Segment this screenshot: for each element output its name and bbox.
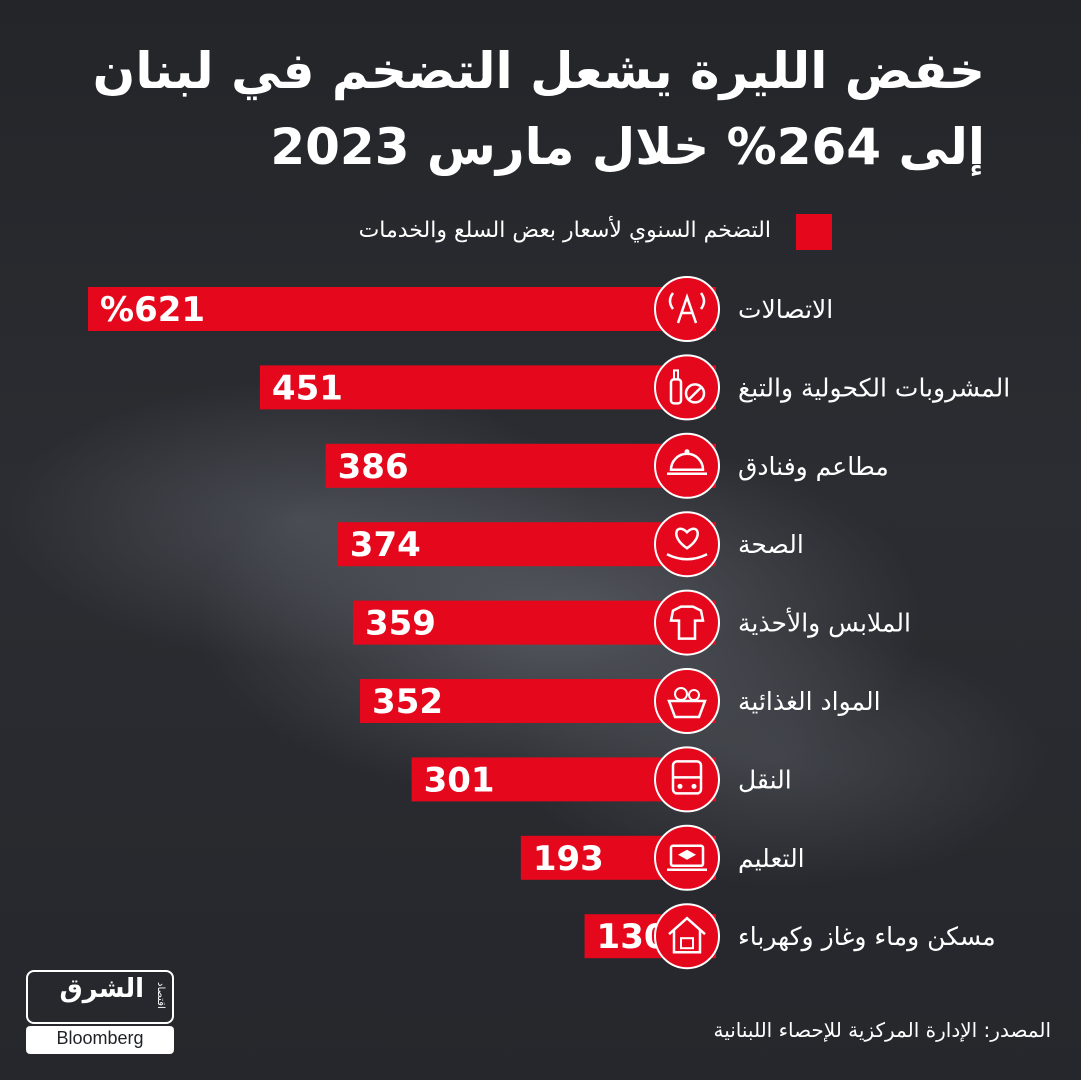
icon-stroke xyxy=(684,383,706,404)
icon-stroke xyxy=(669,452,705,472)
legend-swatch xyxy=(796,214,832,250)
category-label: الملابس والأحذية xyxy=(738,607,911,639)
bar xyxy=(259,365,716,410)
bus-icon xyxy=(671,760,703,795)
category-label: التعليم xyxy=(738,844,805,874)
category-label: مطاعم وفنادق xyxy=(738,452,889,482)
icon-stroke xyxy=(669,605,705,640)
legend-label: التضخم السنوي لأسعار بعض السلع والخدمات xyxy=(358,218,771,243)
category-label: مسكن وماء وغاز وكهرباء xyxy=(738,922,996,952)
bar-value-label: 374 xyxy=(350,525,421,565)
bar-value-label: 451 xyxy=(272,368,343,408)
serving-cloche-icon xyxy=(667,449,707,476)
icon-stroke xyxy=(684,449,690,455)
icon-badge xyxy=(654,511,720,578)
icon-badge xyxy=(654,903,720,970)
bar-value-label: 193 xyxy=(533,839,604,879)
heart-hand-icon xyxy=(666,527,708,561)
logo-arabic-text: الشرق xyxy=(59,974,144,1004)
icon-stroke xyxy=(675,527,699,550)
icon-stroke xyxy=(676,293,698,324)
icon-badge xyxy=(654,746,720,813)
icon-stroke xyxy=(691,783,697,789)
icon-stroke xyxy=(668,916,706,954)
icon-badge xyxy=(654,589,720,656)
bar-value-label: 386 xyxy=(338,447,409,487)
telecom-tower-icon xyxy=(668,292,706,324)
logo-brand-strip: Bloomberg xyxy=(26,1026,174,1054)
graduation-laptop-icon xyxy=(667,844,707,872)
bar xyxy=(325,443,716,488)
icon-stroke xyxy=(666,553,708,561)
icon-stroke xyxy=(673,369,679,381)
publisher-logo: الشرق اقتصاد Bloomberg xyxy=(26,970,176,1054)
clothes-icon xyxy=(669,605,705,640)
icon-stroke xyxy=(674,687,688,701)
icon-stroke xyxy=(688,689,700,701)
icon-stroke xyxy=(678,849,696,860)
logo-brand-text: Bloomberg xyxy=(56,1028,144,1048)
icon-stroke xyxy=(680,937,694,950)
icon-stroke xyxy=(669,844,705,868)
bar xyxy=(88,287,716,331)
icon-stroke xyxy=(677,783,683,789)
icon-stroke xyxy=(668,292,675,310)
icon-stroke xyxy=(699,292,706,310)
bar-value-label: 359 xyxy=(365,604,436,644)
category-label: النقل xyxy=(738,765,792,794)
bottle-no-smoking-icon xyxy=(669,369,706,405)
bar-value-label: 352 xyxy=(372,682,443,722)
chart-title-line-2: إلى 264% خلال مارس 2023 xyxy=(270,118,985,176)
logo-sub-text: اقتصاد xyxy=(155,982,166,1009)
logo-frame: الشرق اقتصاد xyxy=(26,970,174,1024)
icon-badge xyxy=(654,276,720,342)
icon-stroke xyxy=(688,386,702,401)
category-label: المشروبات الكحولية والتبغ xyxy=(738,373,1010,403)
chart-title-line-1: خفض الليرة يشعل التضخم في لبنان xyxy=(92,42,985,100)
food-basket-icon xyxy=(667,687,707,719)
source-note: المصدر: الإدارة المركزية للإحصاء اللبنان… xyxy=(713,1018,1051,1042)
category-label: الصحة xyxy=(738,530,804,559)
bar-value-label: %621 xyxy=(100,290,205,330)
bar xyxy=(337,522,716,567)
category-label: الاتصالات xyxy=(738,295,833,324)
icon-badge xyxy=(654,432,720,499)
icon-stroke xyxy=(667,699,707,719)
house-icon xyxy=(668,916,706,954)
category-label: المواد الغذائية xyxy=(738,687,881,716)
bar-value-label: 301 xyxy=(424,760,495,800)
